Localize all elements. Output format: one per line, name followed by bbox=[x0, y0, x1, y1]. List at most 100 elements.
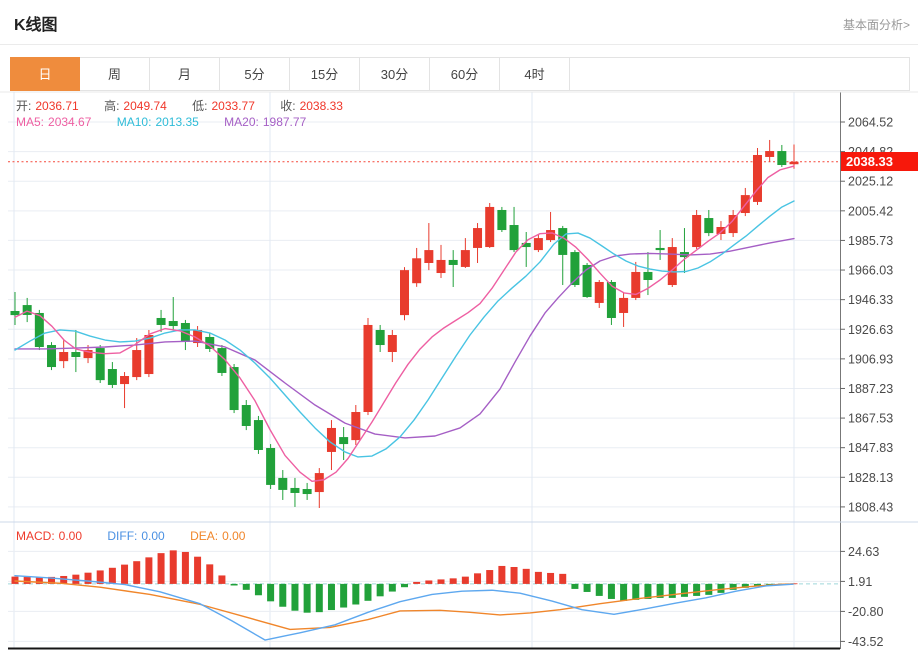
macd-axis-label: -43.52 bbox=[848, 635, 883, 649]
candle-body bbox=[229, 367, 239, 411]
y-axis-label: 2025.12 bbox=[848, 175, 893, 189]
macd-bar bbox=[474, 573, 482, 584]
diff-line bbox=[14, 575, 794, 641]
candle-body bbox=[71, 352, 81, 358]
macd-info-row: MACD: 0.00 DIFF: 0.00 DEA: 0.00 bbox=[16, 529, 249, 543]
macd-bar bbox=[327, 583, 335, 611]
macd-bar bbox=[620, 583, 628, 601]
candle-body bbox=[205, 336, 215, 349]
macd-axis-label: 1.91 bbox=[848, 575, 872, 589]
tab-周[interactable]: 周 bbox=[80, 57, 150, 91]
candle-body bbox=[582, 264, 592, 298]
candle-body bbox=[692, 214, 702, 248]
high-value: 2049.74 bbox=[123, 99, 167, 113]
interval-tabbar: 日周月 5分 15分 30分 60分 4时 bbox=[10, 57, 910, 91]
macd-bar bbox=[583, 583, 591, 592]
dea-label: DEA: bbox=[190, 529, 219, 543]
candle-body bbox=[59, 352, 69, 362]
y-axis-label: 1966.03 bbox=[848, 264, 893, 278]
macd-bar bbox=[121, 564, 129, 584]
macd-bar bbox=[693, 583, 701, 596]
ma10-line bbox=[14, 200, 795, 458]
current-price-badge: 2038.33 bbox=[841, 152, 918, 171]
tab-日[interactable]: 日 bbox=[10, 57, 80, 91]
macd-bar bbox=[510, 566, 518, 584]
macd-bar bbox=[133, 561, 141, 584]
candle-body bbox=[667, 247, 677, 286]
macd-bar bbox=[218, 575, 226, 584]
candle-body bbox=[570, 252, 580, 286]
candle-body bbox=[387, 334, 397, 353]
candle-body bbox=[777, 151, 787, 166]
candle-body bbox=[594, 281, 604, 303]
macd-bar bbox=[23, 577, 31, 584]
tab-60分[interactable]: 60分 bbox=[430, 57, 500, 91]
macd-label: MACD: bbox=[16, 529, 55, 543]
candle-body bbox=[473, 228, 483, 248]
candle-body bbox=[752, 154, 762, 202]
macd-bar bbox=[11, 576, 19, 584]
candle-body bbox=[241, 405, 251, 426]
macd-bar bbox=[291, 583, 299, 611]
fundamental-analysis-link[interactable]: 基本面分析> bbox=[842, 18, 910, 32]
macd-bar bbox=[705, 583, 713, 595]
tab-5分[interactable]: 5分 bbox=[220, 57, 290, 91]
macd-bar bbox=[401, 583, 408, 588]
high-label: 高: bbox=[104, 99, 120, 113]
macd-bar bbox=[388, 583, 396, 592]
macd-bar bbox=[437, 579, 445, 584]
macd-bar bbox=[607, 583, 615, 599]
candle-body bbox=[412, 258, 422, 284]
macd-bar bbox=[559, 573, 567, 584]
macd-bar bbox=[534, 571, 542, 584]
y-axis-label: 1985.73 bbox=[848, 234, 893, 248]
ma20-line bbox=[14, 237, 795, 439]
candle-body bbox=[728, 214, 738, 234]
candle-body bbox=[619, 297, 629, 313]
candle-body bbox=[631, 271, 641, 298]
y-axis-label: 2005.42 bbox=[848, 204, 893, 218]
candle-body bbox=[339, 437, 349, 445]
candle-body bbox=[351, 412, 361, 441]
y-axis-label: 1926.63 bbox=[848, 323, 893, 337]
candle-body bbox=[485, 206, 495, 248]
open-label: 开: bbox=[16, 99, 32, 113]
macd-bar bbox=[315, 583, 323, 613]
macd-bar bbox=[595, 583, 603, 596]
candle-body bbox=[290, 487, 300, 493]
candle-body bbox=[509, 225, 519, 251]
macd-bar bbox=[279, 583, 287, 607]
candle-body bbox=[448, 259, 458, 265]
macd-bar bbox=[753, 583, 761, 586]
macd-bar bbox=[60, 575, 68, 584]
tab-月[interactable]: 月 bbox=[150, 57, 220, 91]
macd-bar bbox=[790, 583, 798, 585]
macd-bar bbox=[547, 572, 555, 584]
y-axis-label: 1847.83 bbox=[848, 441, 893, 455]
macd-bar bbox=[376, 583, 384, 597]
candle-body bbox=[363, 324, 373, 413]
tab-4时[interactable]: 4时 bbox=[500, 57, 570, 91]
low-value: 2033.77 bbox=[211, 99, 255, 113]
candle-body bbox=[107, 369, 117, 385]
tab-15分[interactable]: 15分 bbox=[290, 57, 360, 91]
ma20-label: MA20: bbox=[224, 115, 259, 129]
dea-value: 0.00 bbox=[222, 529, 246, 543]
ma-info-row: MA5: 2034.67 MA10: 2013.35 MA20: 1987.77 bbox=[16, 115, 310, 129]
tab-30分[interactable]: 30分 bbox=[360, 57, 430, 91]
macd-bar bbox=[303, 583, 311, 613]
ma10-value: 2013.35 bbox=[155, 115, 199, 129]
ma5-line bbox=[14, 165, 795, 482]
candle-body bbox=[302, 489, 312, 495]
page-title: K线图 bbox=[14, 17, 58, 34]
open-value: 2036.71 bbox=[35, 99, 79, 113]
candle-body bbox=[424, 250, 434, 263]
candle-body bbox=[460, 250, 470, 267]
candle-body bbox=[704, 218, 714, 234]
candle-body bbox=[95, 348, 105, 381]
macd-bar bbox=[486, 570, 494, 584]
macd-bar bbox=[364, 583, 372, 601]
macd-bar bbox=[729, 583, 737, 590]
macd-bar bbox=[449, 578, 457, 584]
macd-bar bbox=[72, 574, 80, 584]
